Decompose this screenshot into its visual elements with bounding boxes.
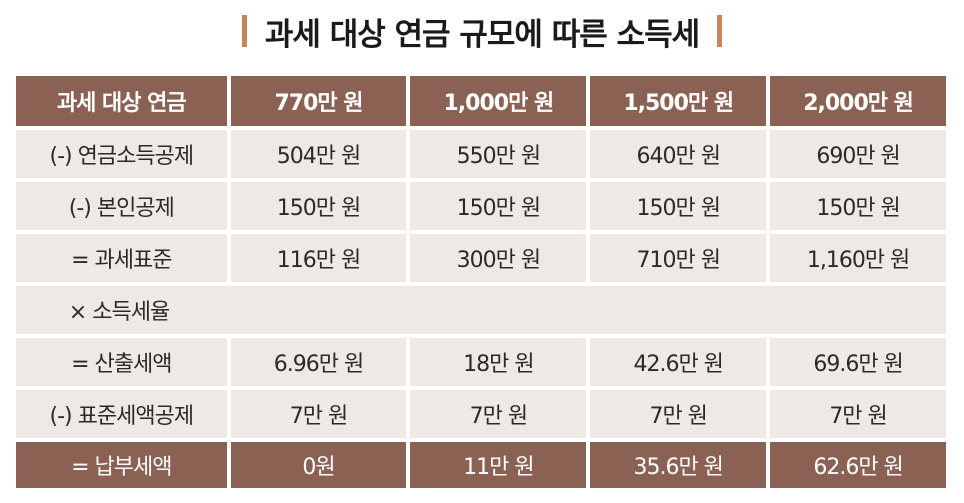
- table-cell: 116만 원: [230, 234, 407, 282]
- table-row-tax-rate: × 소득세율: [16, 286, 946, 334]
- title-right-bar: [717, 15, 723, 47]
- header-cell-1000: 1,000만 원: [410, 76, 587, 126]
- table-cell: 150만 원: [590, 182, 767, 230]
- table-cell: 1,160만 원: [770, 234, 946, 282]
- row-label: (-) 표준세액공제: [16, 390, 227, 438]
- table-row-standard-credit: (-) 표준세액공제 7만 원 7만 원 7만 원 7만 원: [16, 390, 946, 438]
- header-cell-1500: 1,500만 원: [590, 76, 767, 126]
- table-cell: 690만 원: [770, 130, 946, 178]
- row-label: (-) 연금소득공제: [16, 130, 227, 178]
- table-cell: 640만 원: [590, 130, 767, 178]
- table-cell: 7만 원: [590, 390, 767, 438]
- table-cell: 710만 원: [590, 234, 767, 282]
- row-label: = 과세표준: [16, 234, 227, 282]
- footer-cell: 11만 원: [410, 442, 587, 488]
- table-cell: 42.6만 원: [590, 338, 767, 386]
- header-cell-2000: 2,000만 원: [770, 76, 946, 126]
- footer-cell: 62.6만 원: [770, 442, 946, 488]
- row-label: (-) 본인공제: [16, 182, 227, 230]
- title-area: 과세 대상 연금 규모에 따른 소득세: [0, 0, 964, 62]
- header-cell-770: 770만 원: [230, 76, 407, 126]
- table-header-row: 과세 대상 연금 770만 원 1,000만 원 1,500만 원 2,000만…: [16, 76, 946, 126]
- header-cell-label: 과세 대상 연금: [16, 76, 227, 126]
- table-cell: 150만 원: [230, 182, 407, 230]
- footer-cell: 35.6만 원: [590, 442, 767, 488]
- table-cell: 300만 원: [410, 234, 587, 282]
- table-row-pension-deduction: (-) 연금소득공제 504만 원 550만 원 640만 원 690만 원: [16, 130, 946, 178]
- table-cell: 6.96만 원: [230, 338, 407, 386]
- table-footer-row: = 납부세액 0원 11만 원 35.6만 원 62.6만 원: [16, 442, 946, 488]
- row-label: × 소득세율: [68, 300, 170, 325]
- table-cell: 7만 원: [410, 390, 587, 438]
- table-cell: 7만 원: [770, 390, 946, 438]
- table-cell: 150만 원: [770, 182, 946, 230]
- table-cell: 550만 원: [410, 130, 587, 178]
- table-cell: 69.6만 원: [770, 338, 946, 386]
- table-cell: 7만 원: [230, 390, 407, 438]
- row-label: = 산출세액: [16, 338, 227, 386]
- table-cell: 150만 원: [410, 182, 587, 230]
- table-row-tax-base: = 과세표준 116만 원 300만 원 710만 원 1,160만 원: [16, 234, 946, 282]
- table-row-calculated-tax: = 산출세액 6.96만 원 18만 원 42.6만 원 69.6만 원: [16, 338, 946, 386]
- table-cell: 18만 원: [410, 338, 587, 386]
- title-left-bar: [241, 15, 247, 47]
- footer-cell: 0원: [230, 442, 407, 488]
- page-title: 과세 대상 연금 규모에 따른 소득세: [264, 16, 700, 53]
- row-label-merged: × 소득세율: [16, 286, 946, 334]
- table-row-personal-deduction: (-) 본인공제 150만 원 150만 원 150만 원 150만 원: [16, 182, 946, 230]
- table-cell: 504만 원: [230, 130, 407, 178]
- footer-label: = 납부세액: [16, 442, 227, 488]
- tax-table: 과세 대상 연금 770만 원 1,000만 원 1,500만 원 2,000만…: [12, 72, 950, 492]
